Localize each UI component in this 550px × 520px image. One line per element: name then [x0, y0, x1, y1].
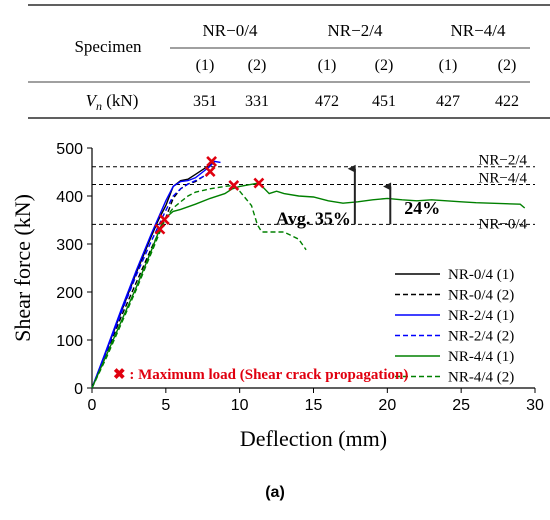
table-header-specimen: Specimen: [74, 37, 142, 56]
x-tick-label: 30: [526, 397, 544, 414]
table-row-label: Vn (kN): [86, 91, 139, 113]
row-label-unit: (kN): [102, 91, 138, 110]
max-load-marker: [204, 166, 216, 177]
series-line: [91, 170, 211, 389]
legend-label: NR-4/4 (2): [448, 370, 514, 386]
max-load-marker: [253, 177, 265, 189]
x-tick-label: 5: [161, 397, 170, 414]
y-tick-label: 0: [74, 381, 83, 398]
table-group-nr-2-4: NR−2/4: [328, 21, 383, 40]
max-load-marker: [206, 156, 218, 167]
y-tick-label: 400: [56, 189, 83, 206]
max-load-marker: [158, 214, 170, 225]
y-tick-label: 500: [56, 141, 83, 158]
table-subheader: (1): [318, 57, 337, 74]
table-subheader: (1): [439, 57, 458, 74]
table-subheader: (1): [196, 57, 215, 74]
max-load-marker: [154, 223, 166, 235]
legend-label: NR-0/4 (1): [448, 267, 514, 283]
x-tick-label: 0: [88, 397, 97, 414]
x-tick-label: 20: [378, 397, 396, 414]
legend-label: NR-2/4 (1): [448, 308, 514, 324]
table-subheader: (2): [375, 57, 394, 74]
table-cell-value: 351: [193, 93, 217, 110]
series-line: [91, 160, 221, 389]
table-cell-value: 472: [315, 93, 339, 110]
table-cell-value: 427: [436, 93, 460, 110]
series-line: [91, 161, 215, 389]
row-label-symbol: V: [86, 91, 99, 110]
table-cell-value: 422: [495, 93, 519, 110]
table-subheader: (2): [248, 57, 267, 74]
legend-label: NR-4/4 (1): [448, 349, 514, 365]
max-load-marker: [228, 180, 240, 191]
x-tick-label: 25: [452, 397, 470, 414]
max-load-annotation: ✖ : Maximum load (Shear crack propagatio…: [113, 367, 408, 383]
y-tick-label: 300: [56, 237, 83, 254]
y-tick-label: 200: [56, 285, 83, 302]
reference-label: NR−4/4: [479, 170, 528, 186]
series-line: [91, 171, 211, 389]
legend-label: NR-2/4 (2): [448, 329, 514, 345]
table-group-nr-0-4: NR−0/4: [203, 21, 258, 40]
x-tick-label: 10: [231, 397, 249, 414]
arrow-label: Avg. 35%: [276, 208, 351, 228]
table-cell-value: 451: [372, 93, 396, 110]
legend-label: NR-0/4 (2): [448, 288, 514, 304]
reference-label: NR−2/4: [479, 153, 528, 169]
shear-force-chart: 0 100 200 300 400 500 0 5 10 15 20 25 30 Deflection (…: [10, 141, 544, 451]
y-tick-label: 100: [56, 333, 83, 350]
arrow-label: 24%: [404, 198, 440, 218]
reference-label: NR−0/4: [479, 216, 528, 232]
specimen-table: Specimen NR−0/4 NR−2/4 NR−4/4 (1) (2) (1…: [28, 4, 550, 119]
table-group-nr-4-4: NR−4/4: [451, 21, 506, 40]
y-axis-label: Shear force (kN): [10, 194, 35, 342]
row-label-subscript: n: [96, 99, 102, 113]
figure-caption: (a): [265, 484, 285, 501]
x-axis-label: Deflection (mm): [240, 426, 387, 451]
x-tick-label: 15: [305, 397, 323, 414]
table-subheader: (2): [498, 57, 517, 74]
series-line: [91, 184, 307, 389]
table-cell-value: 331: [245, 93, 269, 110]
